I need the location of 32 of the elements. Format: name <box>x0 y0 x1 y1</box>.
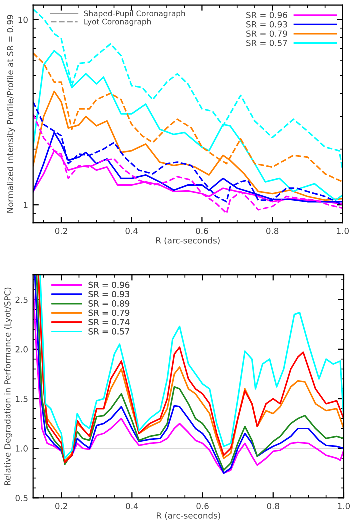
legend-label: SR = 0.96 <box>88 282 130 288</box>
legend-label: SR = 0.74 <box>88 319 130 326</box>
legend-label: SR = 0.79 <box>246 30 288 38</box>
y-tick-label: 1 <box>24 202 28 208</box>
x-tick-label: 0.2 <box>55 228 68 234</box>
x-tick-label: 0.8 <box>266 228 279 234</box>
y-tick-label: 1.5 <box>16 396 28 402</box>
y-axis-title: Relative Degradation in Performance (Lyot/SPC) <box>4 288 12 486</box>
x-axis-title: R (arc-seconds) <box>157 512 220 520</box>
legend-label: SR = 0.57 <box>88 328 130 335</box>
legend-label: SR = 0.89 <box>88 300 130 307</box>
x-tick-label: 0.6 <box>196 228 208 234</box>
y-axis-title: Normalized Intensity Profile/Profile at SR = 0.99 <box>7 15 16 213</box>
line-series <box>33 113 343 214</box>
legend-label: SR = 0.96 <box>246 12 288 18</box>
y-tick-label: 2.0 <box>16 346 28 353</box>
y-tick-label: 10 <box>18 16 28 24</box>
x-tick-label: 0.4 <box>126 228 138 234</box>
y-tick-label: 0.5 <box>16 495 28 502</box>
y-tick-label: 1.0 <box>16 446 28 452</box>
y-tick-label: 2.5 <box>16 296 28 304</box>
x-tick-label: 1.0 <box>338 503 350 510</box>
x-tick-label: 0.8 <box>267 503 280 510</box>
x-tick-label: 0.6 <box>196 503 209 510</box>
legend-label: SR = 0.93 <box>246 21 288 28</box>
x-tick-label: 1.0 <box>337 228 349 234</box>
x-tick-label: 0.2 <box>56 503 68 510</box>
legend-label: SR = 0.79 <box>88 310 130 316</box>
legend-label: SR = 0.93 <box>88 291 130 298</box>
legend-label: SR = 0.57 <box>246 40 288 46</box>
x-axis-title: R (arc-seconds) <box>156 237 220 245</box>
x-tick-label: 0.4 <box>126 503 138 510</box>
